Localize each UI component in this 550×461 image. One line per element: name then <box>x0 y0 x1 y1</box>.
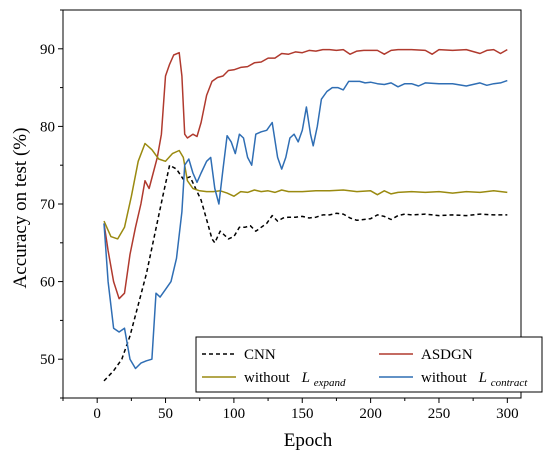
legend-label-asdgn: ASDGN <box>421 347 473 363</box>
legend: CNN ASDGN without L expand without L con… <box>195 336 543 393</box>
y-tick-label: 50 <box>40 352 55 368</box>
legend-expand-prefix: without <box>244 370 291 386</box>
legend-label-expand: without L expand <box>244 370 346 389</box>
series-line-without-l-contract <box>103 79 508 370</box>
legend-expand-L: L <box>301 370 310 386</box>
legend-expand-sub: expand <box>314 377 346 389</box>
x-tick-label: 300 <box>496 406 519 422</box>
series-line-cnn <box>103 164 508 382</box>
legend-contract-prefix: without <box>421 370 468 386</box>
series-line-without-l-expand <box>103 142 508 240</box>
ticks: 0 50 100 150 200 250 300 50 60 70 80 90 <box>40 9 519 422</box>
x-tick-label: 50 <box>158 406 173 422</box>
legend-label-cnn: CNN <box>244 347 276 363</box>
x-tick-label: 200 <box>359 406 382 422</box>
x-tick-label: 0 <box>93 406 101 422</box>
y-tick-label: 70 <box>40 197 55 213</box>
x-tick-label: 150 <box>291 406 314 422</box>
y-axis-label: Accuracy on test (%) <box>10 128 31 289</box>
legend-contract-L: L <box>478 370 487 386</box>
x-axis-label: Epoch <box>284 430 333 451</box>
legend-box <box>195 336 543 393</box>
y-tick-label: 80 <box>40 119 55 135</box>
legend-contract-sub: contract <box>491 377 529 389</box>
series-line-asdgn <box>103 48 508 300</box>
x-tick-label: 100 <box>223 406 246 422</box>
plot-area <box>63 10 521 398</box>
y-tick-label: 60 <box>40 275 55 291</box>
y-tick-label: 90 <box>40 42 55 58</box>
series-layer <box>103 48 508 382</box>
legend-label-contract: without L contract <box>421 370 528 389</box>
x-tick-label: 250 <box>428 406 451 422</box>
plot-background <box>63 10 521 398</box>
